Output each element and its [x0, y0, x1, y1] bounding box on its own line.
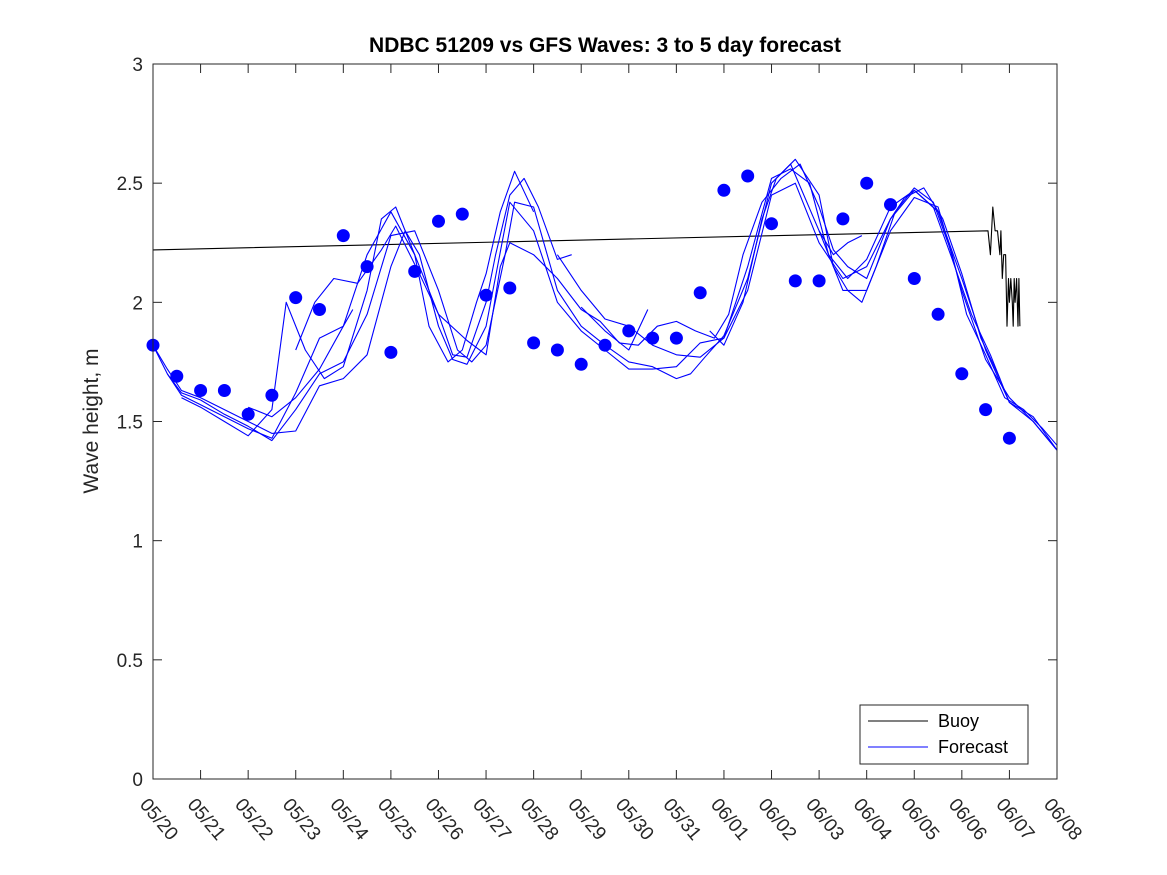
data-point-marker-8	[313, 303, 326, 316]
forecast-series-line-2	[152, 163, 1058, 451]
y-tick-label: 0.5	[117, 651, 143, 672]
y-axis-label: Wave height, m	[80, 348, 103, 493]
forecast-series-line-9	[709, 158, 1058, 446]
forecast-series-line-5	[247, 309, 354, 418]
y-tick-label: 0	[132, 770, 143, 791]
data-point-marker-5	[241, 407, 255, 421]
plot-area	[146, 158, 1058, 451]
data-point-marker-34	[931, 307, 945, 321]
data-point-marker-20	[598, 338, 612, 352]
y-tick-label: 1.5	[117, 413, 143, 434]
forecast-series-line-10	[818, 230, 863, 256]
data-point-marker-15	[479, 288, 493, 302]
data-point-marker-12	[408, 264, 422, 278]
data-point-marker-25	[717, 183, 731, 197]
data-point-marker-30	[836, 212, 850, 226]
data-point-marker-2	[170, 369, 184, 383]
forecast-series-line-4	[181, 170, 535, 437]
data-point-marker-36	[979, 403, 993, 417]
data-point-marker-19	[574, 357, 588, 371]
data-point-marker-21	[622, 324, 636, 338]
data-point-marker-27	[765, 217, 778, 231]
data-point-marker-26	[741, 169, 755, 183]
data-point-marker-33	[907, 272, 921, 285]
data-point-marker-35	[955, 367, 969, 381]
data-point-marker-7	[289, 291, 303, 305]
data-point-marker-23	[669, 331, 683, 345]
buoy-series-line	[152, 206, 1021, 327]
y-tick-label: 1	[132, 532, 143, 553]
data-point-marker-13	[432, 214, 445, 228]
data-point-marker-18	[550, 343, 564, 357]
legend-box	[859, 704, 1029, 765]
data-point-marker-14	[455, 207, 469, 221]
legend: Buoy Forecast	[859, 704, 1029, 765]
forecast-series-line-3	[166, 177, 572, 439]
legend-buoy-label: Buoy	[938, 711, 979, 731]
data-point-marker-11	[384, 345, 398, 359]
data-point-marker-31	[860, 176, 874, 190]
data-point-marker-17	[527, 336, 541, 350]
data-point-marker-28	[788, 274, 802, 288]
y-tick-label: 3	[132, 55, 143, 76]
data-point-marker-9	[336, 229, 350, 243]
y-tick-label: 2	[132, 293, 143, 314]
data-point-marker-22	[646, 331, 660, 345]
data-point-marker-37	[1002, 431, 1016, 445]
data-point-marker-16	[503, 281, 517, 295]
data-point-marker-10	[360, 260, 374, 274]
forecast-series-line-8	[580, 306, 649, 351]
chart-title: NDBC 51209 vs GFS Waves: 3 to 5 day fore…	[369, 34, 841, 57]
data-point-marker-24	[693, 286, 707, 300]
data-point-marker-32	[884, 198, 897, 212]
data-point-marker-29	[812, 274, 826, 288]
data-point-marker-4	[217, 384, 231, 397]
data-point-marker-6	[265, 388, 279, 402]
data-point-marker-3	[194, 384, 208, 397]
y-tick-label: 2.5	[117, 174, 143, 195]
legend-forecast-label: Forecast	[938, 737, 1008, 757]
forecast-series-line-6	[295, 163, 1001, 379]
